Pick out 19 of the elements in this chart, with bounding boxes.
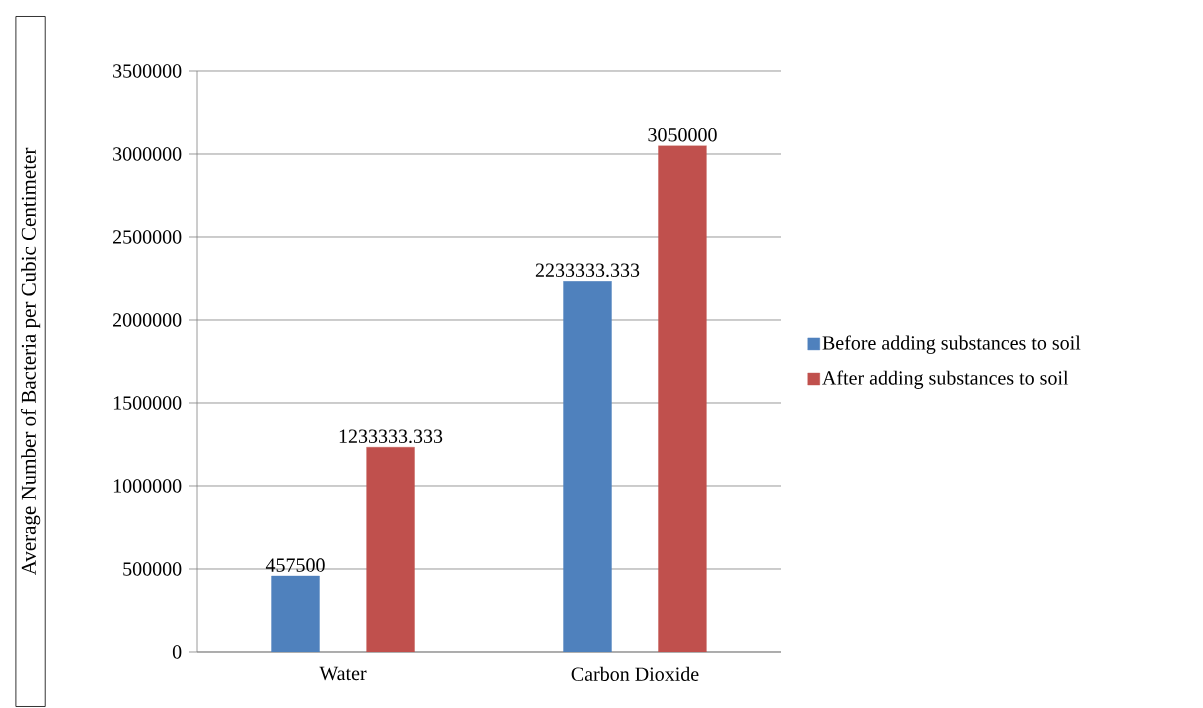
y-tick-label: 1000000	[113, 479, 182, 493]
y-tick-label: 2500000	[113, 230, 182, 244]
bar	[563, 281, 612, 652]
data-label: 457500	[265, 558, 325, 572]
y-tick-label: 1500000	[113, 396, 182, 410]
y-tick-label: 500000	[123, 562, 182, 576]
y-tick-label: 2000000	[113, 313, 182, 327]
data-label: 2233333.333	[535, 263, 640, 278]
y-tick-label: 3500000	[113, 64, 182, 78]
y-tick-label: 3000000	[113, 147, 182, 161]
y-tick-label: 0	[172, 645, 182, 659]
legend-label: Before adding substances to soil	[822, 335, 1081, 354]
x-tick-label: Water	[319, 666, 367, 681]
y-axis-title: Average Number of Bacteria per Cubic Centimeter	[20, 147, 41, 576]
x-tick-label: Carbon Dioxide	[571, 666, 699, 681]
data-label: 1233333.333	[339, 429, 443, 444]
data-label: 3050000	[648, 128, 717, 142]
legend-label: After adding substances to soil	[822, 370, 1069, 389]
bar	[271, 575, 320, 652]
